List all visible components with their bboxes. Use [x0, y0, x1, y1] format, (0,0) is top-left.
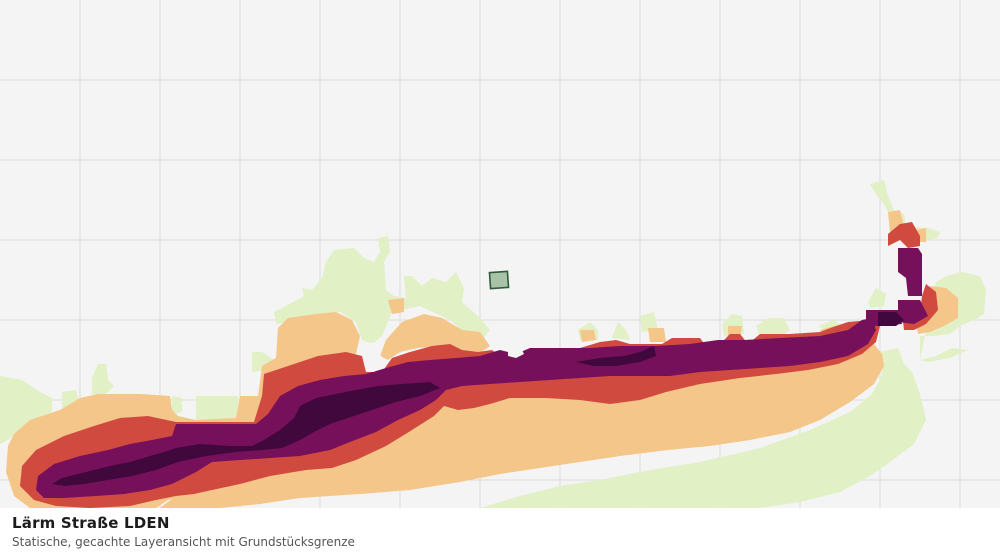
map-title: Lärm Straße LDEN — [12, 514, 170, 532]
map-subtitle: Statische, gecachte Layeransicht mit Gru… — [12, 535, 355, 549]
noise-band-highest — [52, 312, 904, 486]
property-parcel[interactable] — [488, 270, 510, 290]
map-caption: Lärm Straße LDEN Statische, gecachte Lay… — [0, 508, 1000, 560]
band-gaps — [364, 342, 524, 372]
